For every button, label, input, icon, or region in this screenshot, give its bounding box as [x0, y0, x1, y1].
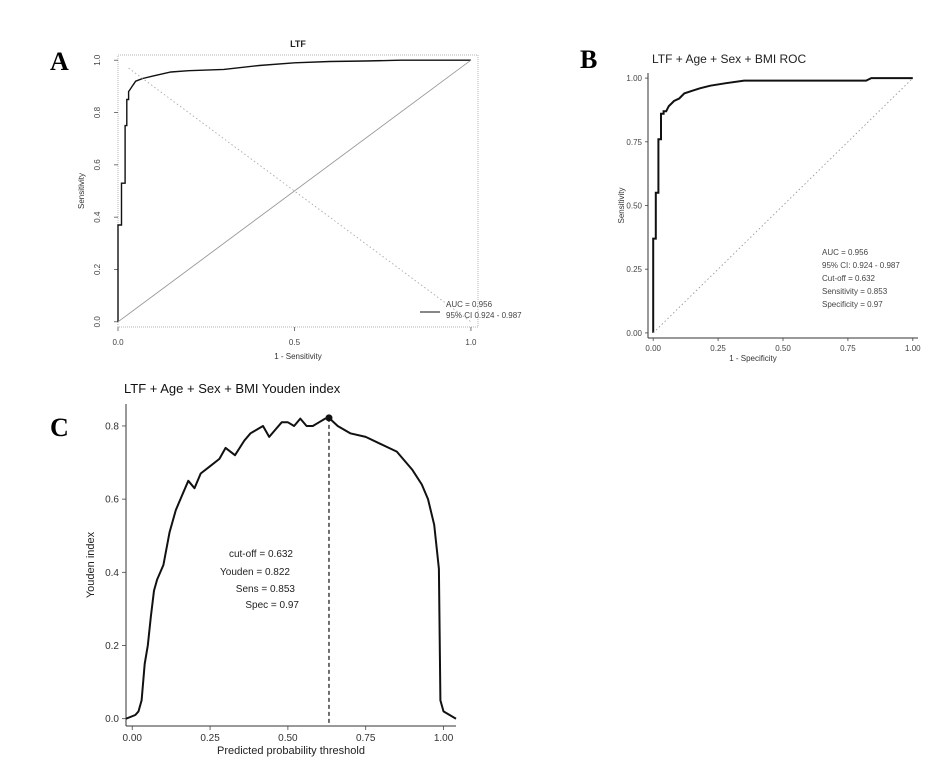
panel-a-legend-entry: AUC = 0.956: [446, 300, 493, 309]
panel-a-frame: [118, 55, 478, 327]
panel-b-x-tick-label: 0.00: [645, 344, 661, 353]
panel-b-y-tick-label: 1.00: [626, 74, 642, 83]
panel-b-annotation: AUC = 0.956: [822, 248, 869, 257]
panel-b-x-tick-label: 0.25: [710, 344, 726, 353]
panel-c-x-tick-label: 0.00: [122, 733, 142, 744]
panel-c-x-tick-label: 1.00: [434, 733, 454, 744]
panel-c-y-tick-label: 0.2: [105, 641, 119, 652]
panel-c-y-label: Youden index: [85, 531, 97, 598]
panel-c-y-tick-label: 0.8: [105, 421, 119, 432]
panel-c-x-tick-label: 0.25: [200, 733, 220, 744]
panel-c-y-tick-label: 0.4: [105, 568, 119, 579]
panel-c-series-youden: [126, 418, 456, 719]
panel-c-annotation: Youden = 0.822: [220, 567, 290, 578]
panel-c-annotation: Spec = 0.97: [245, 600, 299, 611]
panel-a-y-tick-label: 1.0: [93, 54, 102, 66]
panel-c-letter: C: [50, 413, 69, 442]
panel-c-y-tick-label: 0.6: [105, 495, 119, 506]
panel-c-annotation: cut-off = 0.632: [229, 549, 293, 560]
panel-a-y-tick-label: 0.6: [93, 159, 102, 171]
panel-b-y-tick-label: 0.25: [626, 265, 642, 274]
panel-a-legend-entry: 95% CI 0.924 - 0.987: [446, 311, 522, 320]
panel-a-x-tick-label: 0.5: [289, 338, 301, 347]
panel-a-x-tick-label: 1.0: [465, 338, 477, 347]
chart-youden-index: LTF + Age + Sex + BMI Youden index0.000.…: [85, 381, 456, 757]
panel-a-x-label: 1 - Sensitivity: [274, 352, 322, 361]
panel-c-title: LTF + Age + Sex + BMI Youden index: [124, 381, 341, 396]
panel-b-annotation: 95% CI: 0.924 - 0.987: [822, 261, 900, 270]
panel-b-letter: B: [580, 45, 597, 74]
panel-a-y-tick-label: 0.4: [93, 211, 102, 223]
chart-combined-roc: LTF + Age + Sex + BMI ROC 0.00 0.25 0.50 0.7…: [617, 52, 921, 363]
panel-c-x-label: Predicted probability threshold: [217, 745, 365, 757]
panel-b-annotation: Cut-off = 0.632: [822, 274, 876, 283]
panel-b-y-tick-label: 0.00: [626, 329, 642, 338]
panel-c-x-tick-label: 0.75: [356, 733, 376, 744]
panel-b-annotation: Sensitivity = 0.853: [822, 287, 888, 296]
panel-a-title: LTF: [290, 39, 306, 49]
panel-b-y-tick-label: 0.50: [626, 202, 642, 211]
panel-b-y-label: Sensitivity: [617, 187, 626, 223]
panel-a-y-tick-label: 0.8: [93, 106, 102, 118]
panel-b-x-label: 1 - Specificity: [729, 354, 777, 363]
panel-c-optimal-point: [325, 414, 332, 421]
panel-b-annotation: Specificity = 0.97: [822, 300, 883, 309]
panel-c-y-tick-label: 0.0: [105, 714, 119, 725]
panel-b-y-tick-label: 0.75: [626, 138, 642, 147]
panel-a-series-crossing: [129, 68, 471, 322]
panel-b-title: LTF + Age + Sex + BMI ROC: [652, 52, 807, 66]
panel-b-x-tick-label: 0.75: [840, 344, 856, 353]
panel-a-y-label: Sensitivity: [77, 173, 86, 209]
panel-a-y-tick-label: 0.2: [93, 263, 102, 275]
panel-a-y-tick-label: 0.0: [93, 316, 102, 328]
panel-a-letter: A: [50, 47, 69, 76]
panel-a-x-tick-label: 0.0: [112, 338, 124, 347]
chart-ltf-roc: LTF 0.0 0.5 1.0 0.0 0.2 0.4 0.6 0.8 1.0 1 - Sensit…: [77, 39, 522, 361]
panel-b-x-tick-label: 0.50: [775, 344, 791, 353]
panel-c-x-tick-label: 0.50: [278, 733, 298, 744]
panel-b-x-tick-label: 1.00: [905, 344, 921, 353]
panel-c-annotation: Sens = 0.853: [236, 584, 296, 595]
